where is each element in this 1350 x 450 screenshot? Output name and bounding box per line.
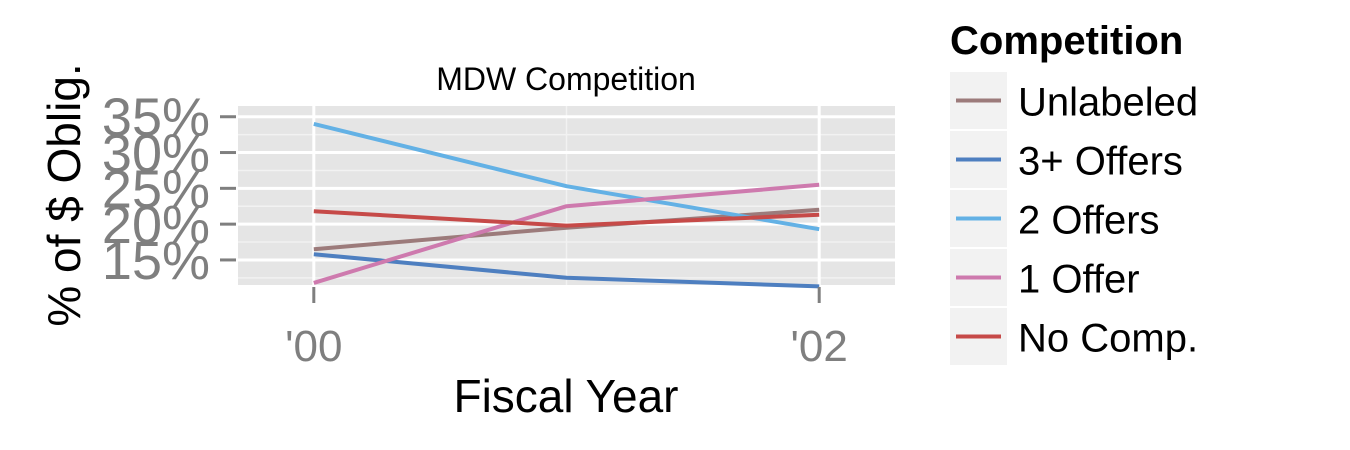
- x-tick-label: '00: [285, 322, 342, 371]
- chart-title: MDW Competition: [436, 61, 696, 97]
- legend-item-2-offers: 2 Offers: [950, 190, 1160, 247]
- legend-title: Competition: [950, 19, 1183, 63]
- legend-label: No Comp.: [1018, 317, 1198, 361]
- y-tick-label: 15%: [102, 231, 210, 291]
- legend-label: 1 Offer: [1018, 258, 1140, 302]
- x-axis: '00 '02: [285, 287, 848, 371]
- y-tick-label: 20%: [102, 195, 210, 255]
- x-tick-label: '02: [791, 322, 848, 371]
- series-line-3-offers: [313, 252, 820, 289]
- y-axis-title: % of $ Oblig.: [38, 63, 90, 326]
- legend-item-unlabeled: Unlabeled: [950, 72, 1198, 129]
- y-axis: 15%20%25%30%35%: [102, 88, 236, 291]
- y-tick-label: 25%: [102, 159, 210, 219]
- legend-item-3-offers: 3+ Offers: [950, 131, 1183, 188]
- legend: Competition Unlabeled 3+ Offers 2 Offers 1 …: [950, 19, 1198, 365]
- series-line-no-comp: [313, 209, 820, 228]
- y-tick-label: 30%: [102, 124, 210, 184]
- series-line-2-offers: [313, 121, 820, 232]
- legend-label: Unlabeled: [1018, 81, 1198, 125]
- legend-item-no-comp: No Comp.: [950, 308, 1198, 365]
- series-line-1-offer: [313, 182, 820, 285]
- legend-label: 3+ Offers: [1018, 140, 1183, 184]
- y-tick-label: 35%: [102, 88, 210, 148]
- x-axis-title: Fiscal Year: [453, 370, 678, 422]
- legend-item-1-offer: 1 Offer: [950, 249, 1140, 306]
- legend-items: Unlabeled 3+ Offers 2 Offers 1 Offer No Comp…: [950, 72, 1198, 365]
- legend-label: 2 Offers: [1018, 199, 1160, 243]
- series-lines: [313, 121, 820, 289]
